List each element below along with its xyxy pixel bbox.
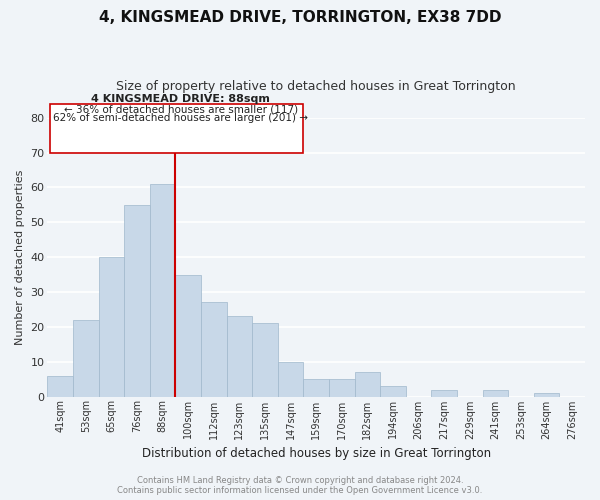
Bar [227, 316, 252, 396]
Bar [482, 390, 508, 396]
Y-axis label: Number of detached properties: Number of detached properties [15, 170, 25, 345]
Title: Size of property relative to detached houses in Great Torrington: Size of property relative to detached ho… [116, 80, 516, 93]
Text: ← 36% of detached houses are smaller (117): ← 36% of detached houses are smaller (11… [64, 104, 298, 115]
Bar [380, 386, 406, 396]
Bar [431, 390, 457, 396]
Bar [201, 302, 227, 396]
Bar [175, 274, 201, 396]
Bar [47, 376, 73, 396]
Text: Contains HM Land Registry data © Crown copyright and database right 2024.
Contai: Contains HM Land Registry data © Crown c… [118, 476, 482, 495]
X-axis label: Distribution of detached houses by size in Great Torrington: Distribution of detached houses by size … [142, 447, 491, 460]
Text: 62% of semi-detached houses are larger (201) →: 62% of semi-detached houses are larger (… [53, 113, 308, 123]
Bar [278, 362, 304, 396]
Bar [304, 379, 329, 396]
Bar [73, 320, 98, 396]
Bar [534, 393, 559, 396]
FancyBboxPatch shape [50, 104, 304, 152]
Bar [252, 324, 278, 396]
Bar [329, 379, 355, 396]
Text: 4, KINGSMEAD DRIVE, TORRINGTON, EX38 7DD: 4, KINGSMEAD DRIVE, TORRINGTON, EX38 7DD [99, 10, 501, 25]
Bar [124, 205, 150, 396]
Bar [355, 372, 380, 396]
Bar [98, 257, 124, 396]
Text: 4 KINGSMEAD DRIVE: 88sqm: 4 KINGSMEAD DRIVE: 88sqm [91, 94, 270, 104]
Bar [150, 184, 175, 396]
